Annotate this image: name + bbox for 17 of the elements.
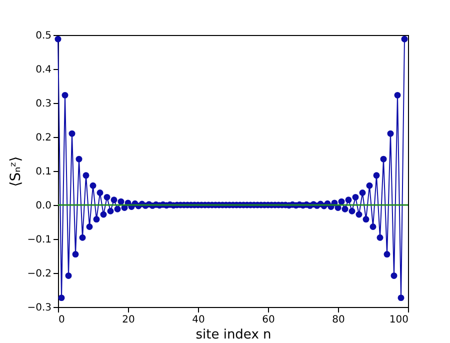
y-tick-label: 0.2 bbox=[36, 132, 52, 144]
y-tick-label: −0.1 bbox=[27, 234, 52, 246]
y-tick-label: 0.3 bbox=[36, 98, 52, 110]
x-tick-label: 0 bbox=[58, 314, 65, 326]
y-tick-label: −0.2 bbox=[27, 268, 52, 280]
y-tick-label: 0.4 bbox=[36, 64, 52, 76]
x-tick-label: 80 bbox=[332, 314, 345, 326]
x-tick-label: 20 bbox=[122, 314, 135, 326]
y-tick-label: 0.1 bbox=[36, 166, 52, 178]
x-tick-label: 100 bbox=[389, 314, 408, 326]
y-tick-label: −0.3 bbox=[27, 302, 52, 314]
x-axis-title: site index n bbox=[196, 328, 272, 342]
x-tick-label: 40 bbox=[192, 314, 205, 326]
y-tick-label: 0.5 bbox=[36, 30, 52, 42]
y-axis-title: ⟨Sₙᶻ⟩ bbox=[8, 156, 24, 187]
x-tick-label: 60 bbox=[262, 314, 275, 326]
y-tick-label: 0.0 bbox=[36, 200, 52, 212]
